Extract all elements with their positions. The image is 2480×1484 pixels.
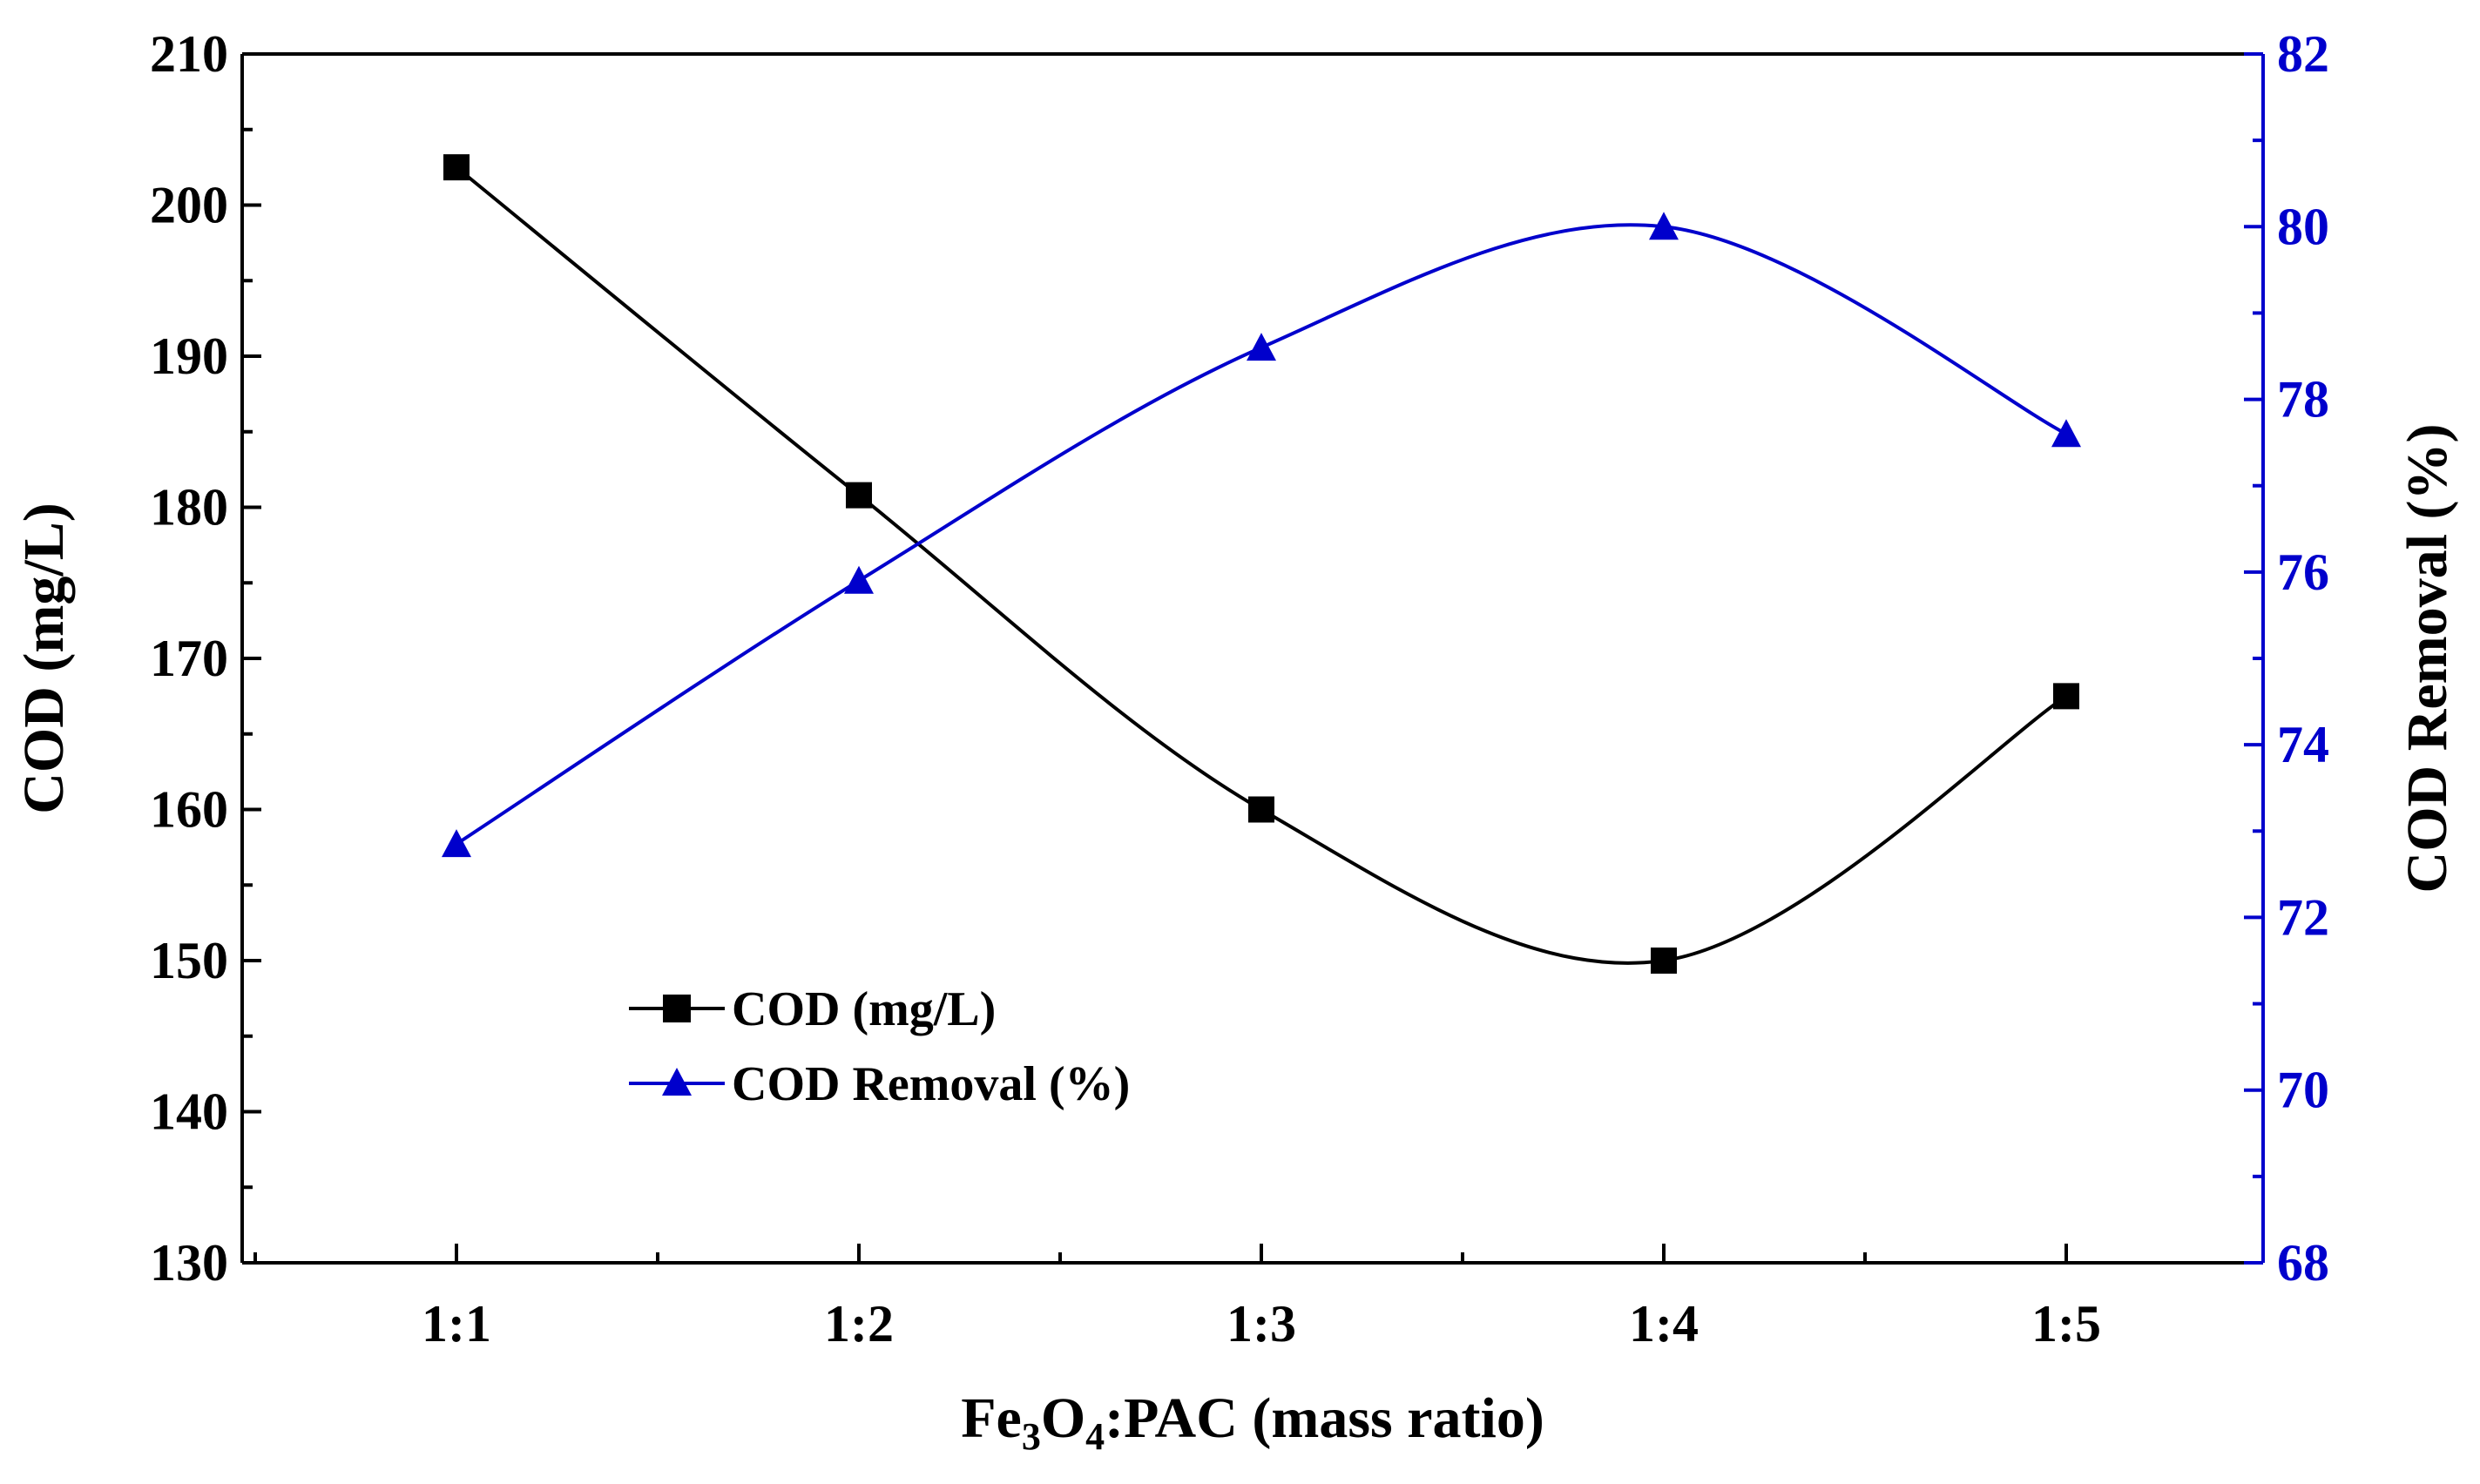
x-tick-label: 1:4 xyxy=(1629,1295,1699,1352)
x-axis-title: Fe3O4:PAC (mass ratio) xyxy=(961,1386,1544,1458)
x-axis-title-sub-4: 4 xyxy=(1085,1415,1105,1458)
point-cod-4 xyxy=(1651,948,1677,974)
left-tick-label: 200 xyxy=(150,177,228,234)
right-tick-label: 80 xyxy=(2277,198,2329,255)
x-axis-title-sub-3: 3 xyxy=(1022,1415,1041,1458)
x-tick-label: 1:5 xyxy=(2031,1295,2101,1352)
x-axis-title-fe: Fe xyxy=(961,1386,1022,1450)
point-cod-2 xyxy=(846,482,872,509)
left-tick-label: 130 xyxy=(150,1234,228,1292)
right-tick-label: 70 xyxy=(2277,1062,2329,1119)
legend: COD (mg/L) COD Removal (%) xyxy=(629,982,1130,1111)
left-tick-label: 140 xyxy=(150,1083,228,1141)
point-cod-1 xyxy=(443,154,470,181)
left-tick-label: 180 xyxy=(150,479,228,536)
left-tick-label: 190 xyxy=(150,327,228,385)
right-tick-label: 72 xyxy=(2277,888,2329,946)
right-tick-label: 82 xyxy=(2277,25,2329,83)
right-axis-title: COD Removal (%) xyxy=(2396,424,2459,894)
series-layer xyxy=(442,154,2081,974)
right-tick-label: 76 xyxy=(2277,543,2329,601)
right-tick-label: 78 xyxy=(2277,371,2329,428)
left-axis-title: COD (mg/L) xyxy=(12,503,76,813)
right-tick-label: 68 xyxy=(2277,1234,2329,1292)
legend-square-marker xyxy=(663,995,691,1022)
right-axis-ticks: 68 70 72 74 76 78 80 82 xyxy=(2244,25,2329,1292)
left-tick-label: 160 xyxy=(150,781,228,839)
left-tick-label: 170 xyxy=(150,630,228,687)
point-cod-removal-2 xyxy=(844,565,874,594)
legend-triangle-marker xyxy=(662,1068,692,1096)
point-cod-removal-5 xyxy=(2051,419,2081,448)
legend-label-cod: COD (mg/L) xyxy=(732,982,996,1036)
left-tick-label: 150 xyxy=(150,932,228,989)
x-axis-title-rest: :PAC (mass ratio) xyxy=(1105,1386,1544,1450)
left-axis-ticks: 130 140 150 160 170 180 190 200 210 xyxy=(150,25,261,1292)
x-tick-label: 1:1 xyxy=(422,1295,491,1352)
series-line-cod-removal xyxy=(455,223,2067,846)
right-tick-label: 74 xyxy=(2277,716,2329,773)
legend-label-removal: COD Removal (%) xyxy=(732,1057,1130,1111)
point-cod-3 xyxy=(1248,796,1274,823)
point-cod-removal-3 xyxy=(1247,333,1276,361)
x-tick-label: 1:3 xyxy=(1226,1295,1296,1352)
x-axis-ticks: 1:1 1:2 1:3 1:4 1:5 xyxy=(253,1244,2101,1352)
point-cod-removal-1 xyxy=(442,829,471,858)
point-cod-removal-4 xyxy=(1649,212,1679,240)
x-axis-title-o: O xyxy=(1041,1386,1085,1450)
point-cod-5 xyxy=(2053,683,2079,710)
left-tick-label: 210 xyxy=(150,25,228,83)
x-tick-label: 1:2 xyxy=(824,1295,894,1352)
